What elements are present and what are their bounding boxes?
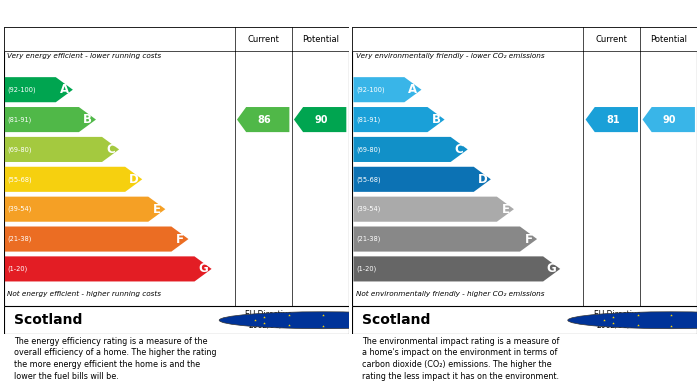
Text: (39-54): (39-54) — [8, 206, 32, 212]
Text: Not environmentally friendly - higher CO₂ emissions: Not environmentally friendly - higher CO… — [356, 291, 544, 297]
Text: Not energy efficient - higher running costs: Not energy efficient - higher running co… — [7, 291, 161, 297]
Text: Potential: Potential — [302, 35, 339, 44]
Text: The environmental impact rating is a measure of
a home's impact on the environme: The environmental impact rating is a mea… — [363, 337, 560, 381]
Polygon shape — [294, 107, 346, 132]
Text: (81-91): (81-91) — [8, 116, 32, 123]
Bar — [352, 27, 697, 51]
Text: 81: 81 — [606, 115, 620, 125]
Text: (1-20): (1-20) — [8, 265, 28, 272]
Polygon shape — [237, 107, 289, 132]
Circle shape — [219, 312, 426, 329]
Text: G: G — [198, 262, 208, 275]
Text: (55-68): (55-68) — [8, 176, 32, 183]
Text: G: G — [547, 262, 556, 275]
Text: EU Directive
2002/91/EC: EU Directive 2002/91/EC — [245, 310, 292, 329]
Text: (21-38): (21-38) — [356, 236, 381, 242]
Text: C: C — [106, 143, 115, 156]
Text: B: B — [431, 113, 440, 126]
Text: (55-68): (55-68) — [356, 176, 381, 183]
Text: Current: Current — [596, 35, 628, 44]
Text: 90: 90 — [314, 115, 328, 125]
Text: (81-91): (81-91) — [356, 116, 381, 123]
Polygon shape — [354, 226, 537, 251]
Text: D: D — [477, 173, 487, 186]
Text: Potential: Potential — [650, 35, 687, 44]
Text: (69-80): (69-80) — [356, 146, 381, 153]
Text: (69-80): (69-80) — [8, 146, 32, 153]
Polygon shape — [354, 197, 514, 222]
Text: 90: 90 — [663, 115, 676, 125]
Text: (92-100): (92-100) — [8, 86, 36, 93]
Text: (21-38): (21-38) — [8, 236, 32, 242]
Polygon shape — [354, 77, 421, 102]
Polygon shape — [5, 137, 119, 162]
Polygon shape — [354, 167, 491, 192]
Polygon shape — [5, 107, 96, 132]
Text: Scotland: Scotland — [14, 313, 82, 326]
Polygon shape — [586, 107, 638, 132]
Text: (1-20): (1-20) — [356, 265, 377, 272]
Text: Energy Efficiency Rating: Energy Efficiency Rating — [10, 7, 173, 20]
Text: A: A — [60, 83, 69, 96]
Text: 86: 86 — [258, 115, 271, 125]
Text: Very energy efficient - lower running costs: Very energy efficient - lower running co… — [7, 52, 161, 59]
Text: F: F — [524, 233, 533, 246]
Polygon shape — [5, 167, 142, 192]
Circle shape — [568, 312, 700, 329]
Text: A: A — [408, 83, 417, 96]
Polygon shape — [5, 197, 165, 222]
Text: C: C — [455, 143, 463, 156]
Polygon shape — [643, 107, 695, 132]
Text: F: F — [176, 233, 184, 246]
Polygon shape — [5, 256, 211, 282]
Text: The energy efficiency rating is a measure of the
overall efficiency of a home. T: The energy efficiency rating is a measur… — [14, 337, 216, 381]
Polygon shape — [5, 77, 73, 102]
Text: D: D — [129, 173, 139, 186]
Text: (39-54): (39-54) — [356, 206, 381, 212]
Polygon shape — [354, 256, 560, 282]
Text: B: B — [83, 113, 92, 126]
Text: Very environmentally friendly - lower CO₂ emissions: Very environmentally friendly - lower CO… — [356, 52, 544, 59]
Polygon shape — [354, 137, 468, 162]
Polygon shape — [5, 226, 188, 251]
Text: Current: Current — [247, 35, 279, 44]
Text: Scotland: Scotland — [363, 313, 430, 326]
Text: (92-100): (92-100) — [356, 86, 385, 93]
Polygon shape — [354, 107, 444, 132]
Bar — [4, 27, 349, 51]
Text: E: E — [153, 203, 161, 216]
Text: E: E — [501, 203, 510, 216]
Text: Environmental Impact (CO₂) Rating: Environmental Impact (CO₂) Rating — [359, 7, 592, 20]
Text: EU Directive
2002/91/EC: EU Directive 2002/91/EC — [594, 310, 641, 329]
